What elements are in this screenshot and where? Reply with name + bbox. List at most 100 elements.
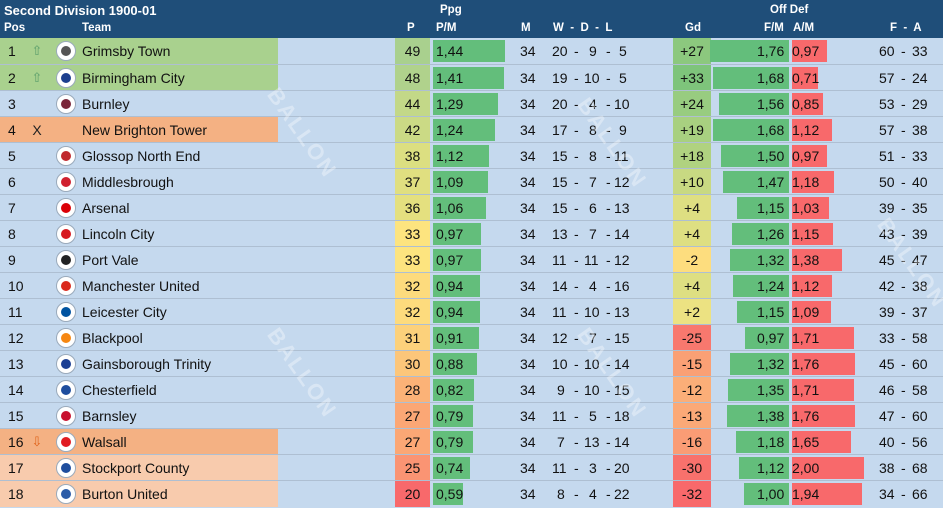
goals-against-per-match-bar	[792, 327, 854, 349]
goals-for-per-match: 1,00	[757, 486, 785, 502]
table-row[interactable]: 12 Blackpool 31 0,91 34 12-7-15 -25 0,97 1,71 33-…	[0, 324, 943, 351]
table-row[interactable]: 2 ⇧ Birmingham City 48 1,41 34 19-10-5 +33 1,68 0…	[0, 64, 943, 91]
losses-cell: 15	[614, 330, 630, 346]
matches-cell: 34	[520, 408, 536, 424]
goals-for-per-match-bar	[733, 275, 789, 297]
wdl-dash: -	[606, 486, 611, 502]
goals-for-per-match: 1,24	[757, 278, 785, 294]
goal-difference-cell: +4	[673, 273, 711, 299]
losses-cell: 20	[614, 460, 630, 476]
ppg-value: 0,94	[436, 304, 464, 320]
table-row[interactable]: 7 Arsenal 36 1,06 34 15-6-13 +4 1,15 1,03 39-35	[0, 194, 943, 221]
team-name: Glossop North End	[82, 148, 201, 164]
goals-against-cell: 66	[912, 486, 928, 502]
wins-cell: 8	[557, 486, 565, 502]
wdl-dash: -	[606, 174, 611, 190]
wins-cell: 15	[552, 174, 568, 190]
table-row[interactable]: 10 Manchester United 32 0,94 34 14-4-16 +4 1,24…	[0, 272, 943, 299]
team-name: Stockport County	[82, 460, 190, 476]
draws-cell: 13	[584, 434, 600, 450]
wins-cell: 11	[552, 460, 567, 476]
ppg-bar	[433, 379, 474, 401]
goals-for-per-match-bar	[713, 67, 789, 89]
wdl-dash: -	[606, 148, 611, 164]
table-row[interactable]: 14 Chesterfield 28 0,82 34 9-10-15 -12 1,35 1,71…	[0, 376, 943, 403]
goals-for-cell: 60	[879, 43, 895, 59]
table-row[interactable]: 16 ⇩ Walsall 27 0,79 34 7-13-14 -16 1,18 1,65 40-5…	[0, 428, 943, 455]
draws-cell: 9	[589, 43, 597, 59]
wdl-dash: -	[606, 96, 611, 112]
position-cell: 3	[8, 96, 16, 112]
goals-for-cell: 39	[879, 200, 895, 216]
goals-for-cell: 51	[879, 148, 895, 164]
col-header-gd: Gd	[685, 22, 701, 34]
table-row[interactable]: 3 Burnley 44 1,29 34 20-4-10 +24 1,56 0,85 53-29	[0, 90, 943, 117]
goals-against-per-match: 1,18	[792, 174, 820, 190]
col-header-pm: P/M	[436, 22, 457, 34]
goals-for-cell: 40	[879, 434, 895, 450]
table-title: Second Division 1900-01	[4, 3, 157, 18]
table-row[interactable]: 17 Stockport County 25 0,74 34 11-3-20 -30 1,12…	[0, 454, 943, 481]
goal-difference-cell: -25	[673, 325, 711, 351]
losses-cell: 13	[614, 304, 630, 320]
wins-cell: 20	[552, 96, 568, 112]
wdl-dash: -	[574, 43, 579, 59]
goals-against-cell: 24	[912, 70, 928, 86]
goals-against-per-match: 1,09	[792, 304, 820, 320]
table-row[interactable]: 1 ⇧ Grimsby Town 49 1,44 34 20-9-5 +27 1,76 0,97 6…	[0, 38, 943, 64]
wdl-dash: -	[574, 460, 579, 476]
col-header-am: A/M	[793, 22, 815, 34]
arrow-down-icon: ⇩	[31, 434, 43, 449]
goals-against-per-match: 0,97	[792, 43, 820, 59]
fa-dash: -	[901, 330, 906, 346]
losses-cell: 16	[614, 278, 630, 294]
team-name: Manchester United	[82, 278, 200, 294]
position-cell: 15	[8, 408, 24, 424]
table-row[interactable]: 4 X New Brighton Tower 42 1,24 34 17-8-9 +19 1,6…	[0, 116, 943, 143]
matches-cell: 34	[520, 174, 536, 190]
position-cell: 5	[8, 148, 16, 164]
grimsby-town-crest-icon	[56, 41, 76, 61]
leicester-city-crest-icon	[56, 302, 76, 322]
goals-against-cell: 33	[912, 148, 928, 164]
ppg-value: 0,97	[436, 226, 464, 242]
team-name: Chesterfield	[82, 382, 157, 398]
points-cell: 49	[395, 38, 430, 64]
points-cell: 48	[395, 65, 430, 91]
goals-for-cell: 46	[879, 382, 895, 398]
wdl-dash: -	[606, 460, 611, 476]
losses-cell: 9	[619, 122, 627, 138]
goals-against-per-match-bar	[792, 119, 832, 141]
goals-against-cell: 33	[912, 43, 928, 59]
table-row[interactable]: 15 Barnsley 27 0,79 34 11-5-18 -13 1,38 1,76 47-6…	[0, 402, 943, 429]
gainsborough-trinity-crest-icon	[56, 354, 76, 374]
wdl-dash: -	[574, 356, 579, 372]
points-cell: 38	[395, 143, 430, 169]
arrow-up-icon: ⇧	[31, 43, 43, 58]
table-row[interactable]: 18 Burton United 20 0,59 34 8-4-22 -32 1,00 1,94…	[0, 480, 943, 507]
wins-cell: 14	[552, 278, 568, 294]
wdl-dash: -	[574, 278, 579, 294]
table-row[interactable]: 13 Gainsborough Trinity 30 0,88 34 10-10-14 -1…	[0, 350, 943, 377]
goals-for-cell: 45	[879, 356, 895, 372]
fa-dash: -	[901, 96, 906, 112]
table-row[interactable]: 9 Port Vale 33 0,97 34 11-11-12 -2 1,32 1,38 45-4…	[0, 246, 943, 273]
table-row[interactable]: 8 Lincoln City 33 0,97 34 13-7-14 +4 1,26 1,15 43…	[0, 220, 943, 247]
draws-cell: 8	[589, 122, 597, 138]
ppg-bar	[433, 275, 480, 297]
team-name: Burton United	[82, 486, 168, 502]
table-row[interactable]: 11 Leicester City 32 0,94 34 11-10-13 +2 1,15 1,…	[0, 298, 943, 325]
losses-cell: 18	[614, 408, 630, 424]
cross-mark-icon: X	[32, 122, 42, 138]
goals-against-per-match-bar	[792, 40, 827, 62]
table-row[interactable]: 6 Middlesbrough 37 1,09 34 15-7-12 +10 1,47 1,18…	[0, 168, 943, 195]
team-name: Gainsborough Trinity	[82, 356, 212, 372]
goals-for-cell: 33	[879, 330, 895, 346]
goals-against-per-match: 1,76	[792, 408, 820, 424]
col-header-wdl: W - D - L	[553, 22, 613, 34]
goal-difference-cell: -32	[673, 481, 711, 507]
draws-cell: 11	[584, 252, 599, 268]
table-row[interactable]: 5 Glossop North End 38 1,12 34 15-8-11 +18 1,50…	[0, 142, 943, 169]
wins-cell: 15	[552, 200, 568, 216]
goals-for-cell: 38	[879, 460, 895, 476]
